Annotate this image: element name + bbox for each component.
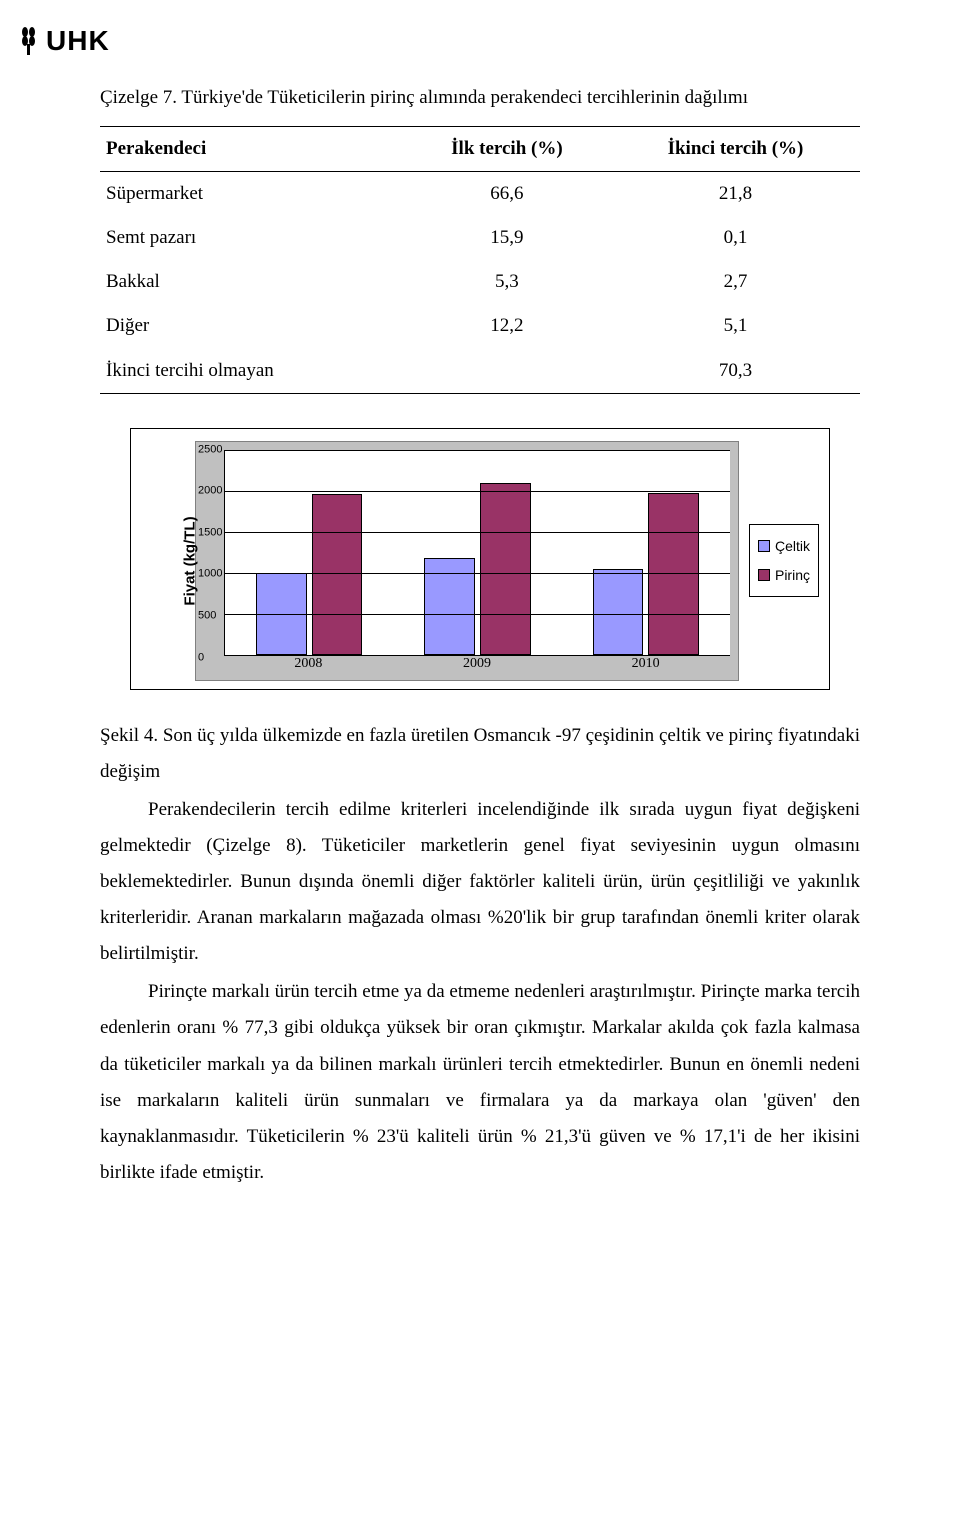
wheat-icon <box>18 26 44 56</box>
x-axis: 200820092010 <box>224 651 730 678</box>
bar-group <box>225 451 393 655</box>
chart-container: Fiyat (kg/TL) 200820092010 0500100015002… <box>130 428 830 690</box>
legend-item: Çeltik <box>758 533 810 560</box>
chart-canvas: Fiyat (kg/TL) 200820092010 0500100015002… <box>195 441 739 681</box>
legend-label: Çeltik <box>775 533 810 560</box>
cell: 0,1 <box>611 216 860 260</box>
legend: ÇeltikPirinç <box>749 524 819 597</box>
legend-swatch <box>758 569 770 581</box>
grid-line <box>225 491 730 492</box>
bars-layer <box>225 451 730 655</box>
cell: Bakkal <box>100 260 403 304</box>
table-row: Semt pazarı 15,9 0,1 <box>100 216 860 260</box>
bar-group <box>562 451 730 655</box>
legend-label: Pirinç <box>775 562 810 589</box>
table-header-row: Perakendeci İlk tercih (%) İkinci tercih… <box>100 127 860 172</box>
legend-item: Pirinç <box>758 562 810 589</box>
cell: 15,9 <box>403 216 611 260</box>
col-header: İkinci tercih (%) <box>611 127 860 172</box>
bar <box>593 569 643 655</box>
cell: 66,6 <box>403 172 611 217</box>
chart-plot-wrap: Fiyat (kg/TL) 200820092010 0500100015002… <box>141 441 739 681</box>
table-row: Bakkal 5,3 2,7 <box>100 260 860 304</box>
cell: 21,8 <box>611 172 860 217</box>
x-tick-label: 2009 <box>393 651 562 678</box>
col-header: Perakendeci <box>100 127 403 172</box>
y-tick-label: 1000 <box>198 564 222 585</box>
cell: 5,3 <box>403 260 611 304</box>
table-row: Süpermarket 66,6 21,8 <box>100 172 860 217</box>
data-table: Perakendeci İlk tercih (%) İkinci tercih… <box>100 126 860 394</box>
y-tick-label: 2500 <box>198 439 222 460</box>
cell: Süpermarket <box>100 172 403 217</box>
legend-swatch <box>758 540 770 552</box>
cell <box>403 349 611 394</box>
cell: 2,7 <box>611 260 860 304</box>
col-header: İlk tercih (%) <box>403 127 611 172</box>
logo: UHK <box>18 14 110 67</box>
cell: Diğer <box>100 304 403 348</box>
paragraph: Perakendecilerin tercih edilme kriterler… <box>100 792 860 972</box>
logo-text: UHK <box>46 14 110 67</box>
paragraph: Pirinçte markalı ürün tercih etme ya da … <box>100 974 860 1191</box>
cell: 5,1 <box>611 304 860 348</box>
table-row: Diğer 12,2 5,1 <box>100 304 860 348</box>
figure-caption: Şekil 4. Son üç yılda ülkemizde en fazla… <box>100 718 860 790</box>
cell: İkinci tercihi olmayan <box>100 349 403 394</box>
y-tick-label: 500 <box>198 606 216 627</box>
bar-group <box>393 451 561 655</box>
y-tick-label: 2000 <box>198 481 222 502</box>
cell: 12,2 <box>403 304 611 348</box>
cell: Semt pazarı <box>100 216 403 260</box>
y-tick-label: 0 <box>198 647 204 668</box>
bar <box>480 483 530 654</box>
bar <box>312 494 362 655</box>
grid-line <box>225 614 730 615</box>
table-row: İkinci tercihi olmayan 70,3 <box>100 349 860 394</box>
cell: 70,3 <box>611 349 860 394</box>
plot-area <box>224 450 730 656</box>
x-tick-label: 2008 <box>224 651 393 678</box>
grid-line <box>225 532 730 533</box>
y-tick-label: 1500 <box>198 522 222 543</box>
table-caption: Çizelge 7. Türkiye'de Tüketicilerin piri… <box>100 80 860 116</box>
x-tick-label: 2010 <box>561 651 730 678</box>
grid-line <box>225 573 730 574</box>
